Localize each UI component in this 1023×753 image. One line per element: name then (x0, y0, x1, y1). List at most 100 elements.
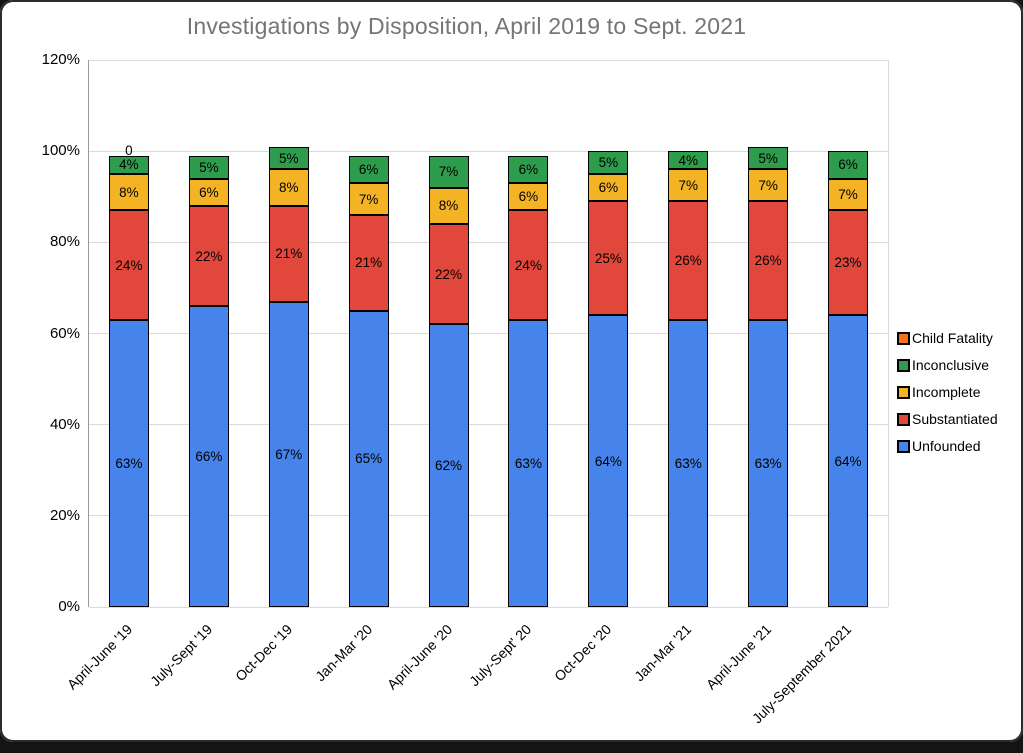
legend-swatch-icon (897, 439, 910, 453)
bar-segment-substantiated: 21% (268, 205, 309, 302)
stacked-bar: 63% 26% 7% 4% (668, 60, 709, 607)
stacked-bar: 67% 21% 8% 5% (268, 60, 309, 607)
bar-segment-substantiated: 25% (588, 201, 629, 316)
gridline (89, 59, 888, 61)
segment-label: 63% (754, 455, 782, 471)
segment-label: 8% (278, 180, 299, 196)
segment-label: 21% (275, 246, 303, 262)
segment-label: 6% (358, 161, 379, 177)
segment-label: 7% (358, 191, 379, 207)
stacked-bar: 66% 22% 6% 5% (188, 60, 229, 607)
bar-segment-unfounded: 67% (268, 301, 309, 607)
bar-segment-substantiated: 24% (108, 210, 149, 320)
legend-swatch-icon (897, 331, 910, 345)
segment-label: 26% (674, 253, 702, 269)
segment-label: 8% (438, 198, 459, 214)
segment-label: 64% (834, 453, 862, 469)
bar-segment-substantiated: 22% (428, 224, 469, 325)
segment-label: 6% (518, 161, 539, 177)
stacked-bar: 64% 25% 6% 5% (588, 60, 629, 607)
segment-label: 24% (115, 257, 143, 273)
bar-segment-incomplete: 6% (588, 173, 629, 202)
y-axis-label: 40% (49, 415, 80, 433)
bar-segment-unfounded: 64% (828, 315, 869, 607)
segment-label: 4% (678, 152, 698, 168)
legend-label: Incomplete (912, 384, 981, 400)
stacked-bar: 64% 23% 7% 6% (828, 60, 869, 607)
stacked-bar: 62% 22% 8% 7% (428, 60, 469, 607)
legend-swatch-icon (897, 358, 910, 372)
bar-segment-incomplete: 7% (668, 169, 709, 202)
bar-segment-unfounded: 63% (748, 319, 789, 607)
bar-segment-incomplete: 7% (348, 183, 389, 215)
segment-label: 6% (838, 157, 858, 173)
y-axis-label: 100% (41, 142, 80, 160)
stacked-bar: 63% 26% 7% 5% (748, 60, 789, 607)
bar-segment-inconclusive: 4% (668, 151, 709, 170)
bar-segment-substantiated: 23% (828, 210, 869, 316)
legend-label: Unfounded (912, 438, 981, 454)
legend-item-substantiated: Substantiated (897, 411, 998, 427)
x-axis-label: April-June '19 (63, 621, 136, 693)
segment-label: 6% (199, 184, 219, 200)
legend-item-inconclusive: Inconclusive (897, 357, 998, 373)
segment-label: 5% (758, 150, 778, 166)
segment-label: 22% (195, 248, 223, 264)
chart-title: Investigations by Disposition, April 201… (186, 13, 747, 39)
legend-label: Child Fatality (912, 330, 993, 346)
segment-label: 5% (278, 150, 299, 166)
bar-segment-unfounded: 63% (508, 319, 549, 607)
bar-segment-incomplete: 8% (428, 187, 469, 225)
segment-label: 63% (674, 455, 702, 471)
legend-item-child-fatality: Child Fatality (897, 330, 998, 346)
legend-label: Inconclusive (912, 357, 990, 373)
segment-label: 64% (594, 453, 622, 469)
segment-label: 22% (435, 266, 463, 282)
stacked-bar: 63% 24% 8% 4% 0 (108, 60, 149, 607)
bar-segment-inconclusive: 5% (748, 146, 789, 170)
segment-label: 63% (514, 455, 542, 471)
segment-label: 7% (678, 177, 698, 193)
segment-label: 21% (355, 255, 383, 271)
bar-segment-substantiated: 26% (668, 201, 709, 320)
bar-segment-incomplete: 7% (828, 178, 869, 211)
y-axis-label: 0% (58, 598, 80, 615)
bar-segment-substantiated: 22% (188, 205, 229, 307)
stacked-bar: 63% 24% 6% 6% (508, 60, 549, 607)
y-axis-label: 60% (49, 324, 80, 342)
bar-segment-incomplete: 6% (188, 178, 229, 206)
segment-label: 5% (598, 155, 619, 171)
y-axis-label: 80% (49, 233, 80, 251)
segment-label: 7% (758, 177, 778, 193)
bar-segment-inconclusive: 6% (828, 151, 869, 179)
segment-label: 67% (275, 446, 303, 462)
segment-label: 62% (435, 458, 463, 474)
bar-segment-incomplete: 8% (268, 169, 309, 206)
bar-segment-inconclusive: 7% (428, 155, 469, 188)
gridline (89, 241, 888, 243)
bar-segment-unfounded: 66% (188, 306, 229, 607)
legend-swatch-icon (897, 385, 910, 399)
segment-label: 7% (438, 164, 459, 180)
bar-segment-inconclusive: 4% (108, 155, 149, 174)
bar-segment-substantiated: 24% (508, 210, 549, 320)
bar-segment-incomplete: 8% (108, 173, 149, 211)
gridline (89, 515, 888, 517)
legend-label: Substantiated (912, 411, 998, 427)
stacked-bar: 65% 21% 7% 6% (348, 60, 389, 607)
y-axis-label: 120% (41, 51, 80, 68)
legend-item-unfounded: Unfounded (897, 438, 998, 454)
segment-label: 66% (195, 449, 223, 465)
bar-segment-unfounded: 64% (588, 315, 629, 607)
y-axis-label: 20% (49, 506, 80, 524)
plot-area: 0% 20% 40% 60% 80% 100% 120% 63% 24% 8% 4% 0 April-J… (42, 51, 889, 726)
bar-segment-unfounded: 63% (668, 319, 709, 607)
bar-segment-inconclusive: 6% (348, 155, 389, 184)
bar-segment-substantiated: 26% (748, 201, 789, 320)
bar-segment-incomplete: 6% (508, 183, 549, 211)
segment-label: 65% (355, 451, 383, 467)
segment-label: 6% (598, 180, 619, 196)
segment-label: 6% (518, 189, 539, 205)
segment-label: 24% (514, 257, 542, 273)
